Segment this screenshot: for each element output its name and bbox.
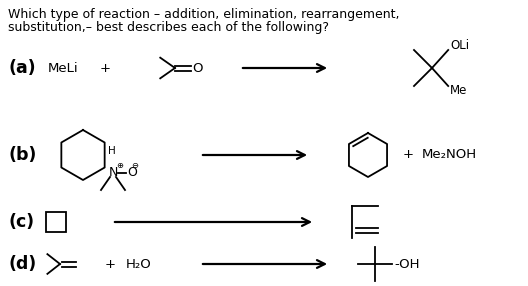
Text: +: + <box>402 148 413 162</box>
Text: O: O <box>192 61 203 74</box>
Text: MeLi: MeLi <box>48 61 79 74</box>
Text: (b): (b) <box>8 146 36 164</box>
Text: Me₂NOH: Me₂NOH <box>422 148 477 162</box>
Text: Which type of reaction – addition, elimination, rearrangement,: Which type of reaction – addition, elimi… <box>8 8 400 21</box>
Text: H: H <box>108 146 116 156</box>
Text: (c): (c) <box>8 213 34 231</box>
Text: ⊖: ⊖ <box>131 160 138 170</box>
Text: +: + <box>105 257 116 271</box>
Text: N: N <box>108 166 118 180</box>
Text: -OH: -OH <box>394 257 420 271</box>
Text: substitution,– best describes each of the following?: substitution,– best describes each of th… <box>8 21 329 34</box>
Text: OLi: OLi <box>450 39 469 52</box>
Text: O: O <box>127 166 137 180</box>
Text: +: + <box>99 61 110 74</box>
Text: Me: Me <box>450 84 468 97</box>
Text: (d): (d) <box>8 255 36 273</box>
Text: ⊕: ⊕ <box>117 162 124 170</box>
Bar <box>46 212 66 232</box>
Text: H₂O: H₂O <box>126 257 152 271</box>
Text: (a): (a) <box>8 59 35 77</box>
